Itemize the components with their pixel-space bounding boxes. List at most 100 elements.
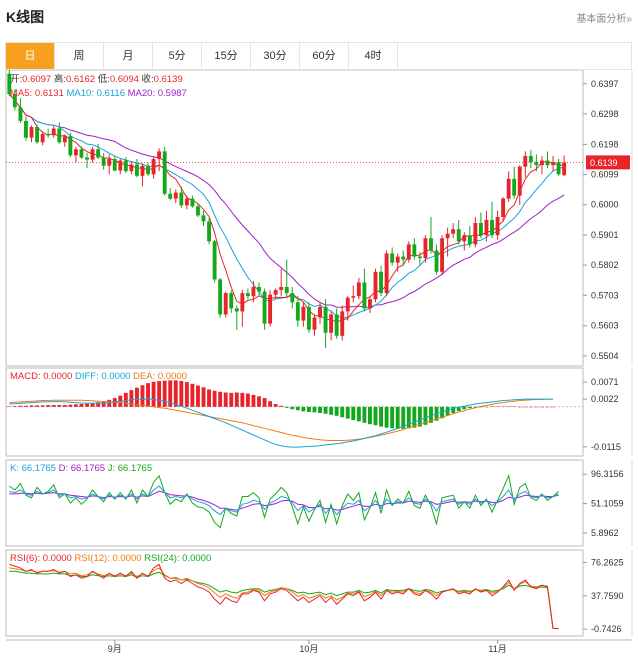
candle-body <box>301 306 306 321</box>
macd-bar <box>429 406 433 423</box>
panel-frame-main <box>5 70 584 367</box>
candle-body <box>140 165 145 176</box>
macd-bar <box>362 406 367 423</box>
macd-bar <box>473 406 478 408</box>
candle-body <box>79 149 84 158</box>
candle-body <box>118 160 123 171</box>
candle-body <box>284 287 289 294</box>
macd-bar <box>201 387 206 407</box>
candle-body <box>401 256 406 260</box>
macd-bar <box>12 406 17 407</box>
rsi12-line <box>9 567 559 629</box>
candle-body <box>523 155 528 167</box>
candle-body <box>445 233 450 239</box>
macd-bar <box>223 392 228 407</box>
macd-bar <box>79 404 84 407</box>
macd-bar <box>290 406 295 410</box>
macd-bar <box>207 389 212 407</box>
candle-body <box>473 223 478 245</box>
macd-bar <box>329 406 334 415</box>
macd-bar <box>551 406 555 408</box>
candle-body <box>40 134 45 143</box>
candle-body <box>384 253 389 294</box>
tab-0[interactable]: 日 <box>6 43 55 69</box>
price-tick-label: 0.5901 <box>591 230 619 240</box>
macd-bar <box>96 402 101 407</box>
candle-body <box>512 178 517 196</box>
candle-body <box>223 293 228 315</box>
candle-body <box>440 238 445 272</box>
macd-bar <box>90 402 95 407</box>
macd-bar <box>190 383 195 407</box>
candle-body <box>356 282 361 297</box>
tab-2[interactable]: 月 <box>104 43 153 69</box>
kdj-tick-label: 5.8962 <box>591 528 619 538</box>
macd-bar <box>528 406 533 408</box>
candle-body <box>151 159 156 175</box>
candle-body <box>107 159 112 166</box>
candle-body <box>251 287 256 297</box>
tab-7[interactable]: 4时 <box>349 43 398 69</box>
candle-body <box>540 160 544 166</box>
macd-bar <box>312 406 317 413</box>
macd-bar <box>484 406 489 408</box>
macd-bar <box>229 392 234 407</box>
candle-body <box>562 162 567 176</box>
macd-bar <box>323 406 328 414</box>
candle-body <box>51 128 56 136</box>
rsi-tick-label: 37.7590 <box>591 591 624 601</box>
candle-body <box>68 136 73 156</box>
candle-body <box>484 219 489 236</box>
candle-body <box>412 244 417 257</box>
candle-body <box>218 279 223 315</box>
macd-bar <box>345 406 350 419</box>
tab-1[interactable]: 周 <box>55 43 104 69</box>
tab-3[interactable]: 5分 <box>153 43 202 69</box>
price-tick-label: 0.5703 <box>591 290 619 300</box>
tab-5[interactable]: 30分 <box>251 43 300 69</box>
candle-body <box>312 317 317 330</box>
candle-body <box>556 162 561 175</box>
macd-bar <box>501 406 506 407</box>
macd-bar <box>35 405 40 407</box>
macd-bar <box>107 399 112 407</box>
candle-body <box>24 120 28 138</box>
candle-body <box>395 256 400 263</box>
candle-body <box>157 151 162 160</box>
dea-line <box>9 398 553 441</box>
macd-bar <box>351 406 356 420</box>
macd-bar <box>68 404 73 407</box>
candle-body <box>234 308 239 312</box>
candle-body <box>279 287 284 291</box>
macd-bar <box>146 383 150 407</box>
header: K线图 基本面分析» <box>0 0 638 32</box>
macd-bar <box>523 406 528 408</box>
macd-bar <box>151 381 156 407</box>
macd-bar <box>467 406 472 409</box>
candle-body <box>528 155 533 163</box>
candle-body <box>46 134 51 136</box>
macd-bar <box>490 406 494 407</box>
macd-bar <box>334 406 339 416</box>
macd-bar <box>306 406 311 412</box>
macd-legend: MACD: 0.0000 DIFF: 0.0000 DEA: 0.0000 <box>10 371 187 382</box>
fundamental-analysis-link[interactable]: 基本面分析» <box>576 14 632 25</box>
candle-body <box>295 302 300 321</box>
candle-body <box>101 157 106 166</box>
tab-6[interactable]: 60分 <box>300 43 349 69</box>
candle-body <box>196 206 200 216</box>
candle-body <box>190 198 195 207</box>
candle-body <box>268 294 273 324</box>
tab-4[interactable]: 15分 <box>202 43 251 69</box>
candle-body <box>168 193 173 199</box>
j-line <box>9 474 559 529</box>
macd-bar <box>73 404 78 407</box>
candle-body <box>240 293 245 312</box>
rsi-tick-label: -0.7426 <box>591 624 622 634</box>
macd-bar <box>318 406 322 414</box>
candle-body <box>517 166 522 196</box>
macd-tick-label: -0.0115 <box>591 442 621 452</box>
panel-frame-macd <box>5 367 584 457</box>
macd-bar <box>140 385 145 407</box>
candle-body <box>257 287 261 292</box>
